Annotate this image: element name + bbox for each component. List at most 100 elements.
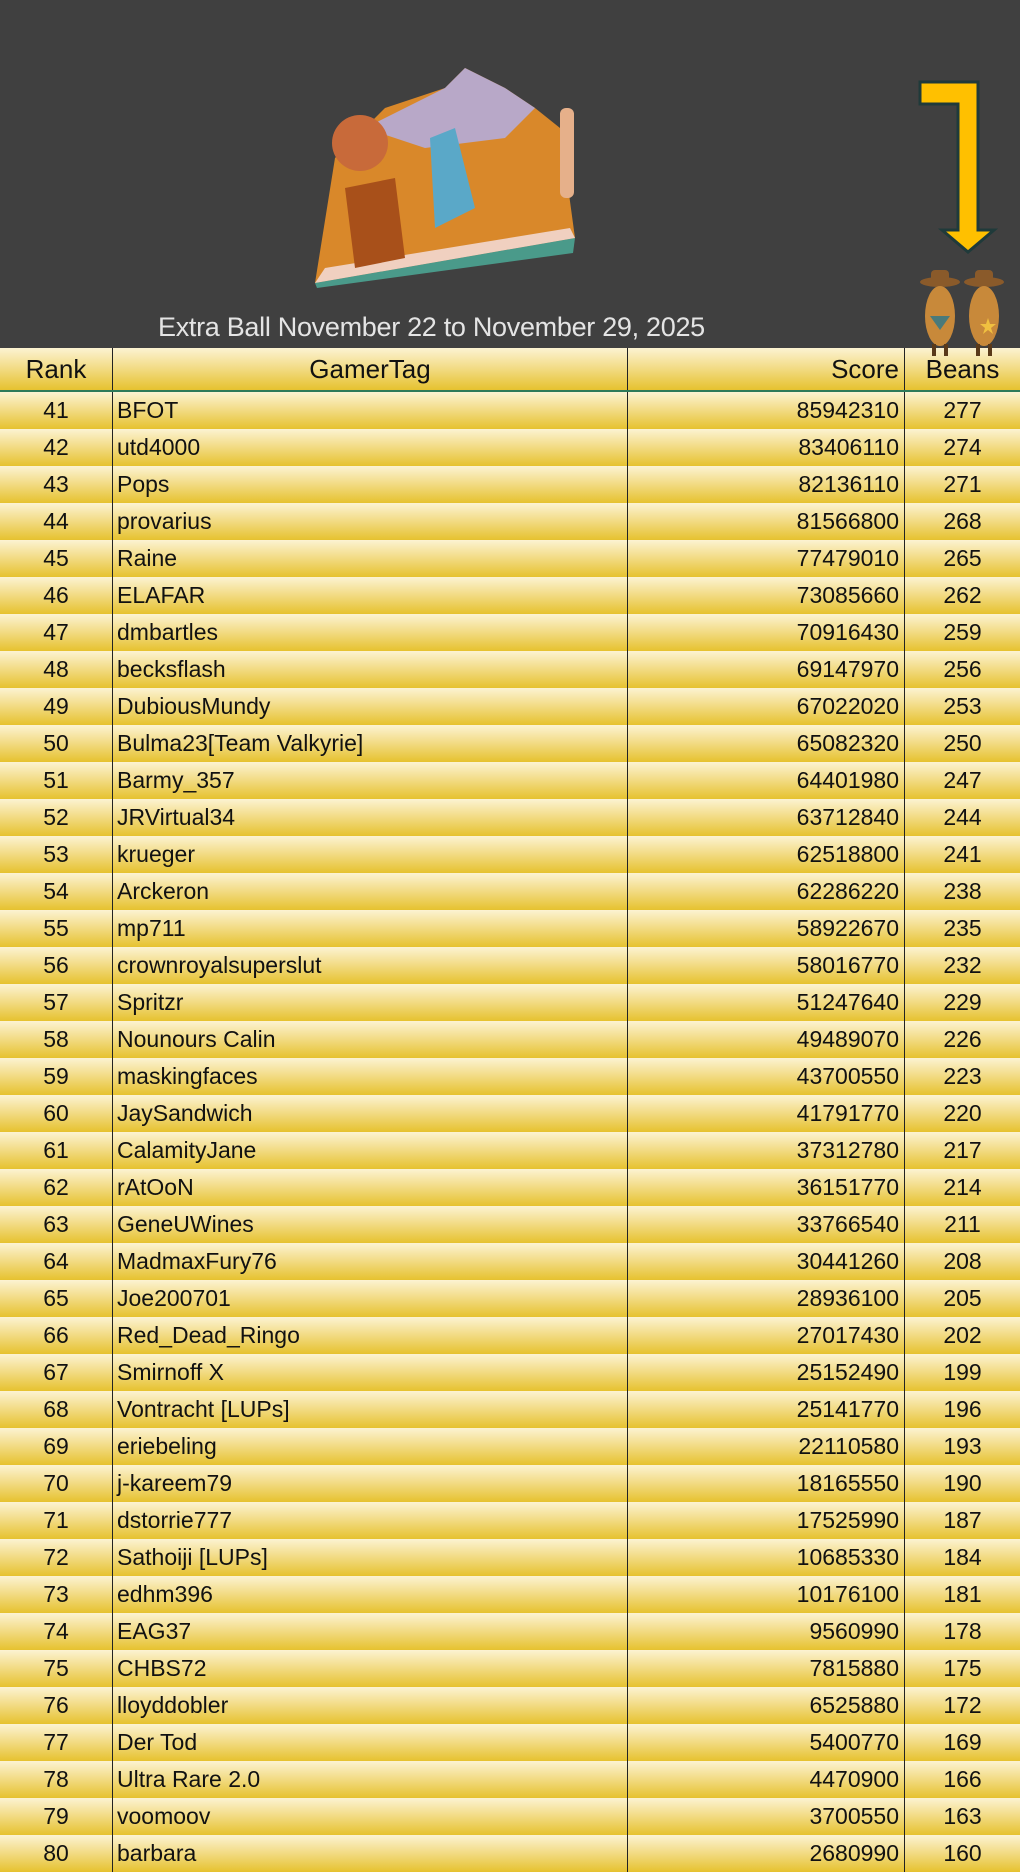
score-cell: 65082320 <box>628 725 905 762</box>
table-row: 59 maskingfaces 43700550 223 <box>0 1058 1020 1095</box>
rank-cell: 50 <box>0 725 113 762</box>
gamertag-cell: Bulma23[Team Valkyrie] <box>113 725 628 762</box>
column-header-score: Score <box>628 348 905 390</box>
table-row: 50 Bulma23[Team Valkyrie] 65082320 250 <box>0 725 1020 762</box>
score-cell: 67022020 <box>628 688 905 725</box>
rank-cell: 78 <box>0 1761 113 1798</box>
beans-cell: 277 <box>943 397 982 423</box>
score-cell: 10685330 <box>628 1539 905 1576</box>
score-cell: 2680990 <box>628 1835 905 1872</box>
rank-cell: 51 <box>0 762 113 799</box>
score-cell: 63712840 <box>628 799 905 836</box>
table-row: 44 provarius 81566800 268 <box>0 503 1020 540</box>
beans-cell: 205 <box>943 1285 982 1311</box>
table-row: 51 Barmy_357 64401980 247 <box>0 762 1020 799</box>
rank-cell: 43 <box>0 466 113 503</box>
gamertag-cell: DubiousMundy <box>113 688 628 725</box>
gamertag-cell: Raine <box>113 540 628 577</box>
down-arrow-icon <box>918 80 998 254</box>
gamertag-cell: CHBS72 <box>113 1650 628 1687</box>
rank-cell: 48 <box>0 651 113 688</box>
score-cell: 62518800 <box>628 836 905 873</box>
banner: Extra Ball November 22 to November 29, 2… <box>0 0 1020 356</box>
beans-cell: 238 <box>943 878 982 904</box>
rank-cell: 77 <box>0 1724 113 1761</box>
score-cell: 81566800 <box>628 503 905 540</box>
gamertag-cell: Arckeron <box>113 873 628 910</box>
beans-cell: 241 <box>943 841 982 867</box>
score-cell: 4470900 <box>628 1761 905 1798</box>
gamertag-cell: BFOT <box>113 392 628 429</box>
score-cell: 36151770 <box>628 1169 905 1206</box>
score-cell: 25141770 <box>628 1391 905 1428</box>
rank-cell: 65 <box>0 1280 113 1317</box>
beans-cell: 181 <box>943 1581 982 1607</box>
table-header-row: Rank GamerTag Score Beans <box>0 348 1020 392</box>
gamertag-cell: maskingfaces <box>113 1058 628 1095</box>
gamertag-cell: j-kareem79 <box>113 1465 628 1502</box>
rank-cell: 63 <box>0 1206 113 1243</box>
gamertag-cell: eriebeling <box>113 1428 628 1465</box>
rank-cell: 46 <box>0 577 113 614</box>
beans-cell: 271 <box>943 471 982 497</box>
table-row: 41 BFOT 85942310 277 <box>0 392 1020 429</box>
gamertag-cell: Vontracht [LUPs] <box>113 1391 628 1428</box>
gamertag-cell: crownroyalsuperslut <box>113 947 628 984</box>
beans-cell: 235 <box>943 915 982 941</box>
score-cell: 49489070 <box>628 1021 905 1058</box>
score-cell: 85942310 <box>628 392 905 429</box>
score-cell: 18165550 <box>628 1465 905 1502</box>
rank-cell: 44 <box>0 503 113 540</box>
rank-cell: 57 <box>0 984 113 1021</box>
table-row: 43 Pops 82136110 271 <box>0 466 1020 503</box>
gamertag-cell: JRVirtual34 <box>113 799 628 836</box>
cowboy-peanuts-icon <box>920 270 1004 356</box>
gamertag-cell: MadmaxFury76 <box>113 1243 628 1280</box>
score-cell: 41791770 <box>628 1095 905 1132</box>
rank-cell: 72 <box>0 1539 113 1576</box>
beans-cell: 199 <box>943 1359 982 1385</box>
beans-cell: 184 <box>943 1544 982 1570</box>
score-cell: 43700550 <box>628 1058 905 1095</box>
rank-cell: 80 <box>0 1835 113 1872</box>
rank-cell: 79 <box>0 1798 113 1835</box>
gamertag-cell: becksflash <box>113 651 628 688</box>
table-row: 47 dmbartles 70916430 259 <box>0 614 1020 651</box>
gamertag-cell: Barmy_357 <box>113 762 628 799</box>
table-row: 64 MadmaxFury76 30441260 208 <box>0 1243 1020 1280</box>
table-row: 78 Ultra Rare 2.0 4470900 166 <box>0 1761 1020 1798</box>
beans-cell: 196 <box>943 1396 982 1422</box>
table-row: 73 edhm396 10176100 181 <box>0 1576 1020 1613</box>
page-title: Extra Ball November 22 to November 29, 2… <box>158 312 705 342</box>
gamertag-cell: Ultra Rare 2.0 <box>113 1761 628 1798</box>
beans-cell: 160 <box>943 1840 982 1866</box>
gamertag-cell: EAG37 <box>113 1613 628 1650</box>
pinball-backglass-logo <box>315 68 575 288</box>
gamertag-cell: mp711 <box>113 910 628 947</box>
beans-cell: 253 <box>943 693 982 719</box>
gamertag-cell: Spritzr <box>113 984 628 1021</box>
rank-cell: 42 <box>0 429 113 466</box>
table-row: 75 CHBS72 7815880 175 <box>0 1650 1020 1687</box>
gamertag-cell: Smirnoff X <box>113 1354 628 1391</box>
rank-cell: 59 <box>0 1058 113 1095</box>
table-row: 67 Smirnoff X 25152490 199 <box>0 1354 1020 1391</box>
table-row: 45 Raine 77479010 265 <box>0 540 1020 577</box>
score-cell: 25152490 <box>628 1354 905 1391</box>
gamertag-cell: utd4000 <box>113 429 628 466</box>
score-cell: 9560990 <box>628 1613 905 1650</box>
gamertag-cell: Pops <box>113 466 628 503</box>
score-cell: 33766540 <box>628 1206 905 1243</box>
gamertag-cell: Nounours Calin <box>113 1021 628 1058</box>
table-row: 69 eriebeling 22110580 193 <box>0 1428 1020 1465</box>
column-header-gamertag: GamerTag <box>113 348 628 390</box>
table-row: 72 Sathoiji [LUPs] 10685330 184 <box>0 1539 1020 1576</box>
table-row: 42 utd4000 83406110 274 <box>0 429 1020 466</box>
beans-cell: 163 <box>943 1803 982 1829</box>
rank-cell: 58 <box>0 1021 113 1058</box>
gamertag-cell: GeneUWines <box>113 1206 628 1243</box>
rank-cell: 68 <box>0 1391 113 1428</box>
rank-cell: 49 <box>0 688 113 725</box>
rank-cell: 76 <box>0 1687 113 1724</box>
beans-cell: 214 <box>943 1174 982 1200</box>
